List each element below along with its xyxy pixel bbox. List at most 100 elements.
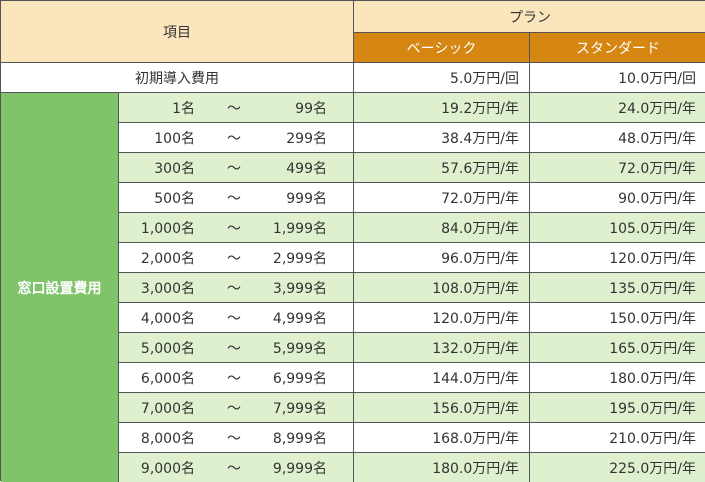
basic-price: 38.4万円/年 [354, 123, 530, 152]
range-from: 1,000名 [140, 220, 195, 237]
standard-price: 180.0万円/年 [530, 363, 705, 392]
basic-price: 144.0万円/年 [354, 363, 530, 392]
standard-price: 210.0万円/年 [530, 423, 705, 452]
range-from: 9,000名 [140, 460, 195, 477]
user-range: 1名 ～ 99名 [119, 93, 354, 122]
user-range: 1,000名 ～ 1,999名 [119, 213, 354, 242]
range-from: 300名 [154, 160, 195, 177]
standard-price: 24.0万円/年 [530, 93, 705, 122]
standard-price: 90.0万円/年 [530, 183, 705, 212]
range-tilde: ～ [227, 310, 241, 327]
user-range: 9,000名 ～ 9,999名 [119, 453, 354, 482]
table-row: 500名 ～ 999名 72.0万円/年 90.0万円/年 [119, 183, 705, 213]
table-row: 6,000名 ～ 6,999名 144.0万円/年 180.0万円/年 [119, 363, 705, 393]
item-header: 項目 [1, 1, 354, 63]
standard-price: 48.0万円/年 [530, 123, 705, 152]
range-to: 1,999名 [272, 220, 327, 237]
initial-fee-basic: 5.0万円/回 [354, 63, 530, 93]
basic-price: 96.0万円/年 [354, 243, 530, 272]
table-row: 9,000名 ～ 9,999名 180.0万円/年 225.0万円/年 [119, 453, 705, 482]
standard-price: 105.0万円/年 [530, 213, 705, 242]
range-from: 2,000名 [140, 250, 195, 267]
range-to: 2,999名 [272, 250, 327, 267]
basic-price: 156.0万円/年 [354, 393, 530, 422]
standard-price: 225.0万円/年 [530, 453, 705, 482]
range-to: 7,999名 [272, 400, 327, 417]
range-to: 8,999名 [272, 430, 327, 447]
table-row: 2,000名 ～ 2,999名 96.0万円/年 120.0万円/年 [119, 243, 705, 273]
range-from: 1名 [172, 100, 195, 117]
initial-fee-label: 初期導入費用 [1, 63, 354, 93]
user-range: 8,000名 ～ 8,999名 [119, 423, 354, 452]
range-from: 8,000名 [140, 430, 195, 447]
range-tilde: ～ [227, 340, 241, 357]
basic-price: 19.2万円/年 [354, 93, 530, 122]
plan-header: プラン [354, 1, 705, 33]
basic-price: 72.0万円/年 [354, 183, 530, 212]
range-to: 999名 [286, 190, 327, 207]
standard-price: 135.0万円/年 [530, 273, 705, 302]
basic-price: 57.6万円/年 [354, 153, 530, 182]
user-range: 6,000名 ～ 6,999名 [119, 363, 354, 392]
range-tilde: ～ [227, 280, 241, 297]
range-from: 4,000名 [140, 310, 195, 327]
range-tilde: ～ [227, 250, 241, 267]
table-row: 1,000名 ～ 1,999名 84.0万円/年 105.0万円/年 [119, 213, 705, 243]
table-row: 1名 ～ 99名 19.2万円/年 24.0万円/年 [119, 93, 705, 123]
basic-plan-header: ベーシック [354, 33, 530, 63]
range-to: 6,999名 [272, 370, 327, 387]
range-to: 3,999名 [272, 280, 327, 297]
range-tilde: ～ [227, 370, 241, 387]
user-range: 300名 ～ 499名 [119, 153, 354, 182]
user-range: 5,000名 ～ 5,999名 [119, 333, 354, 362]
window-fee-label: 窓口設置費用 [1, 93, 119, 482]
standard-price: 120.0万円/年 [530, 243, 705, 272]
range-to: 499名 [286, 160, 327, 177]
range-to: 4,999名 [272, 310, 327, 327]
table-row: 7,000名 ～ 7,999名 156.0万円/年 195.0万円/年 [119, 393, 705, 423]
range-from: 7,000名 [140, 400, 195, 417]
table-row: 5,000名 ～ 5,999名 132.0万円/年 165.0万円/年 [119, 333, 705, 363]
user-range: 100名 ～ 299名 [119, 123, 354, 152]
standard-price: 150.0万円/年 [530, 303, 705, 332]
basic-price: 108.0万円/年 [354, 273, 530, 302]
range-tilde: ～ [227, 460, 241, 477]
standard-price: 165.0万円/年 [530, 333, 705, 362]
range-from: 6,000名 [140, 370, 195, 387]
range-to: 5,999名 [272, 340, 327, 357]
user-range: 3,000名 ～ 3,999名 [119, 273, 354, 302]
range-tilde: ～ [227, 400, 241, 417]
user-range: 7,000名 ～ 7,999名 [119, 393, 354, 422]
range-to: 299名 [286, 130, 327, 147]
range-from: 3,000名 [140, 280, 195, 297]
range-to: 99名 [295, 100, 327, 117]
user-range: 500名 ～ 999名 [119, 183, 354, 212]
table-row: 8,000名 ～ 8,999名 168.0万円/年 210.0万円/年 [119, 423, 705, 453]
range-from: 100名 [154, 130, 195, 147]
window-fee-rows: 1名～ 99名 19.2万円/年 24.0万円/年 100名～ 299名 38.4万円/年 4… [119, 93, 705, 482]
standard-price: 195.0万円/年 [530, 393, 705, 422]
user-range: 4,000名 ～ 4,999名 [119, 303, 354, 332]
basic-price: 168.0万円/年 [354, 423, 530, 452]
range-tilde: ～ [227, 160, 241, 177]
table-row: 100名 ～ 299名 38.4万円/年 48.0万円/年 [119, 123, 705, 153]
range-tilde: ～ [227, 190, 241, 207]
range-tilde: ～ [227, 430, 241, 447]
basic-price: 180.0万円/年 [354, 453, 530, 482]
range-from: 5,000名 [140, 340, 195, 357]
table-row: 4,000名 ～ 4,999名 120.0万円/年 150.0万円/年 [119, 303, 705, 333]
basic-price: 84.0万円/年 [354, 213, 530, 242]
range-tilde: ～ [227, 130, 241, 147]
user-range: 2,000名 ～ 2,999名 [119, 243, 354, 272]
standard-price: 72.0万円/年 [530, 153, 705, 182]
basic-price: 120.0万円/年 [354, 303, 530, 332]
range-to: 9,999名 [272, 460, 327, 477]
range-tilde: ～ [227, 100, 241, 117]
table-row: 3,000名 ～ 3,999名 108.0万円/年 135.0万円/年 [119, 273, 705, 303]
initial-fee-standard: 10.0万円/回 [530, 63, 705, 93]
table-row: 300名 ～ 499名 57.6万円/年 72.0万円/年 [119, 153, 705, 183]
range-tilde: ～ [227, 220, 241, 237]
standard-plan-header: スタンダード [530, 33, 705, 63]
range-from: 500名 [154, 190, 195, 207]
